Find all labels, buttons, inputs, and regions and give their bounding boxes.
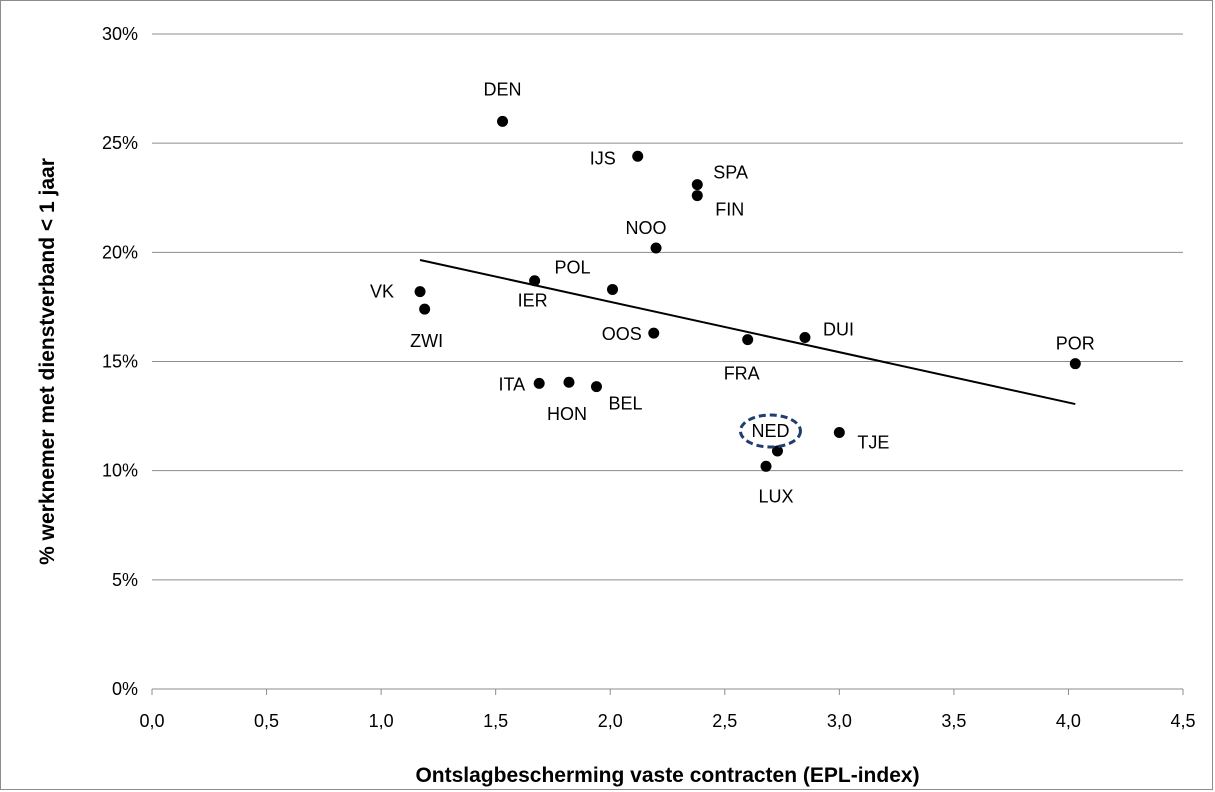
trendline-group [419,258,1076,406]
data-points [414,115,1081,472]
point-label-vk: VK [370,282,394,302]
point-label-hon: HON [547,404,587,424]
data-point-fin [691,190,703,202]
data-point-fra [742,334,754,346]
point-label-tje: TJE [857,432,889,452]
highlight-ellipse [738,413,802,449]
point-label-fra: FRA [724,364,760,384]
x-tick-label: 4,0 [1056,711,1081,731]
data-point-por [1069,358,1081,370]
x-tick-label: 4,5 [1170,711,1195,731]
x-tick-label: 3,0 [827,711,852,731]
x-tick-label: 3,5 [941,711,966,731]
point-label-ita: ITA [499,374,526,394]
data-point-labels: DEN IJS SPA FIN NOO VK ZWI IER POL OOS FRA DUI POR IT… [370,79,1095,506]
point-label-dui: DUI [823,319,854,339]
data-point-ijs [632,150,644,162]
y-tick-label: 0% [112,679,138,699]
data-point-spa [691,179,703,191]
y-tick-label: 5% [112,570,138,590]
data-point-pol [607,283,619,295]
y-axis-title: % werknemer met dienstverband < 1 jaar [36,158,59,565]
point-label-ijs: IJS [590,148,616,168]
y-tick-label: 20% [102,242,138,262]
data-point-ned [771,445,783,457]
x-tick-label: 1,0 [369,711,394,731]
data-point-bel [590,381,602,393]
data-point-den [497,115,509,127]
point-label-lux: LUX [759,486,794,506]
gridlines [152,33,1183,581]
data-point-zwi [419,303,431,315]
y-tick-label: 15% [102,352,138,372]
data-point-oos [648,327,660,339]
point-label-bel: BEL [608,394,642,414]
y-tick-label: 10% [102,461,138,481]
point-label-fin: FIN [715,200,744,220]
data-point-ier [529,275,541,287]
data-point-tje [833,426,845,438]
x-axis-title: Ontslagbescherming vaste contracten (EPL… [415,764,919,787]
point-label-oos: OOS [602,324,642,344]
point-label-pol: POL [554,257,590,277]
point-label-ned: NED [751,421,789,441]
y-axis-tick-labels: 0% 5% 10% 15% 20% 25% 30% [102,24,138,699]
x-tick-label: 2,0 [598,711,623,731]
y-tick-label: 30% [102,24,138,44]
point-label-den: DEN [484,79,522,99]
data-point-vk [414,286,426,298]
data-point-noo [650,242,662,254]
data-point-ita [533,377,545,389]
point-label-por: POR [1056,334,1095,354]
data-point-hon [563,376,575,388]
point-label-spa: SPA [713,163,748,183]
y-tick-label: 25% [102,133,138,153]
x-tick-label: 0,0 [139,711,164,731]
point-label-zwi: ZWI [410,331,443,351]
x-tick-label: 0,5 [254,711,279,731]
x-tick-label: 1,5 [483,711,508,731]
x-tick-label: 2,5 [712,711,737,731]
x-axis-ticks: 0,0 0,5 1,0 1,5 2,0 2,5 3,0 3,5 4,0 4,5 [139,689,1196,731]
data-point-dui [799,331,811,343]
trendline [419,258,1076,406]
point-label-ier: IER [518,291,548,311]
data-point-lux [760,460,772,472]
point-label-noo: NOO [626,218,667,238]
